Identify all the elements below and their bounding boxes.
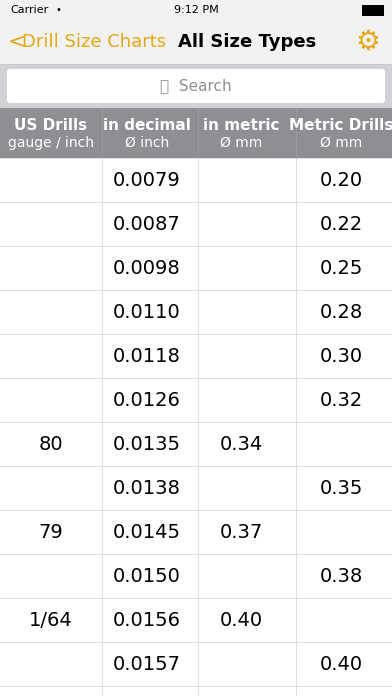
Bar — [362, 4, 384, 15]
Text: 9:12 PM: 9:12 PM — [174, 5, 218, 15]
Text: Ø mm: Ø mm — [220, 136, 262, 150]
Bar — [0, 202, 392, 246]
Text: 0.32: 0.32 — [319, 390, 363, 409]
Text: 0.35: 0.35 — [319, 479, 363, 498]
Text: 0.0098: 0.0098 — [113, 258, 181, 278]
Bar — [0, 510, 392, 554]
Text: •: • — [55, 5, 61, 15]
Text: in decimal: in decimal — [103, 118, 191, 133]
Text: 79: 79 — [38, 523, 64, 541]
Text: 0.0135: 0.0135 — [113, 434, 181, 454]
Text: 0.20: 0.20 — [319, 171, 363, 189]
Text: 1/64: 1/64 — [29, 610, 73, 629]
Text: 0.0079: 0.0079 — [113, 171, 181, 189]
Text: 0.40: 0.40 — [220, 610, 263, 629]
Text: All Size Types: All Size Types — [178, 33, 316, 51]
Bar — [0, 158, 392, 202]
Bar — [0, 0, 392, 20]
Text: Metric Drills: Metric Drills — [289, 118, 392, 133]
Text: 0.30: 0.30 — [319, 347, 363, 365]
Text: 0.0156: 0.0156 — [113, 610, 181, 629]
Text: 0.40: 0.40 — [319, 654, 363, 674]
Bar — [0, 466, 392, 510]
Bar — [0, 290, 392, 334]
Text: 0.37: 0.37 — [220, 523, 263, 541]
Bar — [0, 598, 392, 642]
Text: 0.0138: 0.0138 — [113, 479, 181, 498]
Bar — [0, 422, 392, 466]
Text: Ø inch: Ø inch — [125, 136, 169, 150]
Text: gauge / inch: gauge / inch — [8, 136, 94, 150]
Text: Carrier: Carrier — [10, 5, 48, 15]
Text: 0.0126: 0.0126 — [113, 390, 181, 409]
Text: 0.34: 0.34 — [220, 434, 263, 454]
Bar — [0, 686, 392, 696]
Text: 🔍  Search: 🔍 Search — [160, 79, 232, 93]
Bar — [0, 64, 392, 108]
Text: 0.0145: 0.0145 — [113, 523, 181, 541]
Text: in metric: in metric — [203, 118, 279, 133]
Bar — [0, 334, 392, 378]
Text: 0.0118: 0.0118 — [113, 347, 181, 365]
Bar — [0, 20, 392, 64]
Text: 0.0157: 0.0157 — [113, 654, 181, 674]
Text: Ø mm: Ø mm — [320, 136, 362, 150]
Bar — [0, 108, 392, 158]
Text: 0.28: 0.28 — [319, 303, 363, 322]
FancyBboxPatch shape — [7, 69, 385, 103]
Text: 0.0150: 0.0150 — [113, 567, 181, 585]
Text: 80: 80 — [39, 434, 63, 454]
Text: 0.22: 0.22 — [319, 214, 363, 233]
Text: 0.0087: 0.0087 — [113, 214, 181, 233]
Text: 0.25: 0.25 — [319, 258, 363, 278]
Text: 0.38: 0.38 — [319, 567, 363, 585]
Bar — [0, 554, 392, 598]
Bar — [0, 378, 392, 422]
Text: ⚙: ⚙ — [355, 28, 380, 56]
Text: US Drills: US Drills — [15, 118, 87, 133]
Bar — [0, 246, 392, 290]
Bar — [0, 642, 392, 686]
Text: Drill Size Charts: Drill Size Charts — [22, 33, 166, 51]
Text: 0.0110: 0.0110 — [113, 303, 181, 322]
Text: <: < — [8, 32, 27, 52]
